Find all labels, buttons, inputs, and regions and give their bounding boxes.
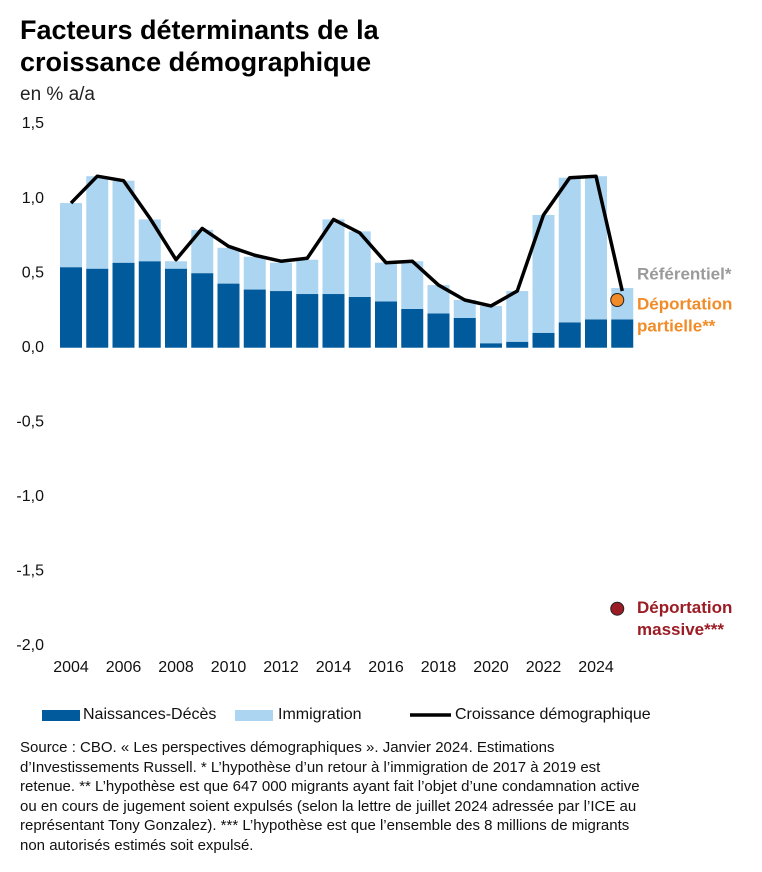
bar — [165, 261, 187, 269]
annotation-label: Déportation — [637, 294, 732, 313]
y-tick-label: -1,0 — [16, 488, 44, 505]
bar — [270, 262, 292, 292]
annotation-label: Référentiel* — [637, 265, 732, 284]
y-tick-label: -0,5 — [16, 414, 44, 431]
y-tick-label: 1,0 — [22, 190, 44, 207]
x-tick-label: 2004 — [53, 659, 89, 676]
bar — [86, 268, 109, 348]
bar — [480, 305, 502, 344]
x-tick-label: 2012 — [263, 659, 299, 676]
bar — [558, 177, 581, 323]
bar — [191, 229, 214, 274]
bar — [585, 176, 607, 320]
bar — [532, 214, 555, 333]
bar — [480, 343, 502, 348]
bar — [296, 294, 319, 348]
legend-swatch — [235, 710, 273, 721]
bar — [138, 261, 161, 348]
x-tick-label: 2006 — [106, 659, 142, 676]
line — [69, 174, 624, 308]
y-tick-label: 0,5 — [22, 264, 44, 281]
x-tick-label: 2024 — [578, 659, 614, 676]
x-tick-label: 2020 — [473, 659, 509, 676]
y-tick-label: 0,0 — [22, 339, 44, 356]
scenario-marker — [610, 601, 625, 616]
y-tick-label: 1,5 — [22, 115, 44, 132]
scenario-marker — [610, 292, 625, 307]
annotation-label: Déportation — [637, 598, 732, 617]
x-tick-label: 2016 — [368, 659, 404, 676]
bar — [506, 291, 529, 342]
bar — [348, 231, 371, 298]
bar — [217, 247, 240, 284]
bar — [348, 297, 371, 348]
x-tick-label: 2014 — [316, 659, 352, 676]
x-tick-label: 2010 — [211, 659, 247, 676]
bar — [165, 268, 187, 348]
bar — [86, 176, 109, 269]
legend-label: Immigration — [278, 706, 362, 723]
bar — [60, 267, 82, 348]
bar — [401, 261, 424, 309]
bar — [585, 319, 607, 348]
x-tick-label: 2018 — [421, 659, 457, 676]
bar — [322, 294, 345, 348]
chart-title: Facteurs déterminants de la croissance d… — [20, 15, 379, 77]
bar — [427, 285, 450, 314]
bar — [375, 301, 397, 348]
bar — [506, 341, 529, 348]
bar — [112, 262, 135, 348]
source-note: Source : CBO. « Les perspectives démogra… — [20, 739, 640, 854]
bar — [611, 319, 634, 348]
annotation-label: partielle** — [637, 316, 716, 335]
bar — [453, 317, 476, 348]
bar — [243, 289, 266, 348]
bar — [191, 273, 214, 348]
bar — [322, 219, 345, 295]
chart-subtitle: en % a/a — [20, 84, 95, 105]
bar — [243, 256, 266, 290]
legend-label: Naissances-Décès — [83, 706, 216, 723]
bar — [112, 180, 135, 263]
bar — [296, 259, 319, 295]
x-tick-label: 2008 — [158, 659, 194, 676]
bar — [375, 262, 397, 302]
bar — [60, 203, 82, 268]
legend-swatch — [42, 710, 80, 721]
y-tick-label: -2,0 — [16, 637, 44, 654]
bar — [138, 219, 161, 262]
y-tick-label: -1,5 — [16, 563, 44, 580]
legend-label: Croissance démographique — [455, 706, 651, 723]
annotation-label: massive*** — [637, 620, 724, 639]
bar — [217, 283, 240, 348]
x-tick-label: 2022 — [526, 659, 562, 676]
bar — [401, 308, 424, 348]
bar — [453, 299, 476, 318]
bar — [558, 322, 581, 348]
bar — [270, 291, 292, 348]
bar — [427, 313, 450, 348]
bar — [532, 332, 555, 348]
